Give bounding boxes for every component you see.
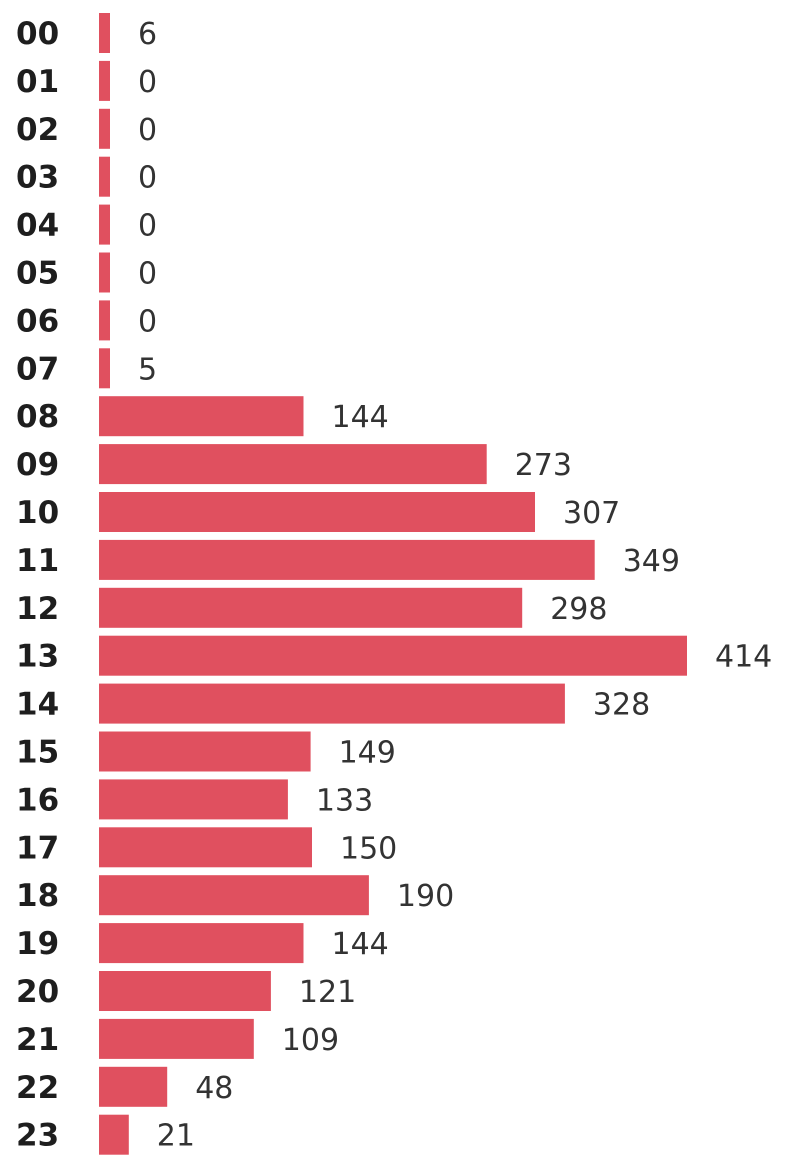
bar-16 xyxy=(99,779,288,820)
category-label-15: 15 xyxy=(16,735,59,771)
bar-03 xyxy=(99,156,110,197)
value-label-02: 0 xyxy=(138,113,157,148)
category-label-22: 22 xyxy=(16,1070,59,1106)
bar-06 xyxy=(99,300,110,341)
bar-05 xyxy=(99,252,110,293)
bar-07 xyxy=(99,348,110,389)
value-label-19: 144 xyxy=(332,927,389,962)
value-label-14: 328 xyxy=(593,688,650,723)
value-label-05: 0 xyxy=(138,257,157,292)
category-label-14: 14 xyxy=(16,687,59,723)
value-label-22: 48 xyxy=(195,1071,233,1106)
category-label-13: 13 xyxy=(16,639,59,675)
category-label-16: 16 xyxy=(16,782,59,818)
category-label-10: 10 xyxy=(16,495,59,531)
category-label-00: 00 xyxy=(16,16,59,52)
bar-19 xyxy=(99,923,304,964)
bar-00 xyxy=(99,13,110,53)
category-label-17: 17 xyxy=(16,830,59,866)
value-label-13: 414 xyxy=(715,640,772,675)
bar-09 xyxy=(99,444,487,485)
value-label-00: 6 xyxy=(138,17,157,52)
value-label-16: 133 xyxy=(316,783,373,818)
bar-17 xyxy=(99,827,312,868)
bar-13 xyxy=(99,635,687,676)
category-label-18: 18 xyxy=(16,878,59,914)
value-label-04: 0 xyxy=(138,209,157,244)
value-label-06: 0 xyxy=(138,304,157,339)
bar-18 xyxy=(99,875,369,916)
value-label-21: 109 xyxy=(282,1023,339,1058)
bar-22 xyxy=(99,1066,168,1107)
value-label-10: 307 xyxy=(563,496,620,531)
category-label-04: 04 xyxy=(16,208,59,244)
value-label-01: 0 xyxy=(138,65,157,100)
bar-10 xyxy=(99,492,535,532)
bar-04 xyxy=(99,204,110,245)
value-label-17: 150 xyxy=(340,831,397,866)
bar-08 xyxy=(99,396,304,437)
bar-20 xyxy=(99,971,271,1011)
category-label-12: 12 xyxy=(16,591,59,627)
bar-12 xyxy=(99,587,523,628)
bar-01 xyxy=(99,60,110,101)
category-label-23: 23 xyxy=(16,1118,59,1154)
bar-02 xyxy=(99,108,110,149)
value-label-03: 0 xyxy=(138,161,157,196)
bar-21 xyxy=(99,1018,254,1059)
bar-14 xyxy=(99,683,565,724)
category-label-07: 07 xyxy=(16,351,59,387)
value-label-12: 298 xyxy=(550,592,607,627)
category-label-09: 09 xyxy=(16,447,59,483)
category-label-20: 20 xyxy=(16,974,59,1010)
value-label-09: 273 xyxy=(515,448,572,483)
category-label-02: 02 xyxy=(16,112,59,148)
bar-15 xyxy=(99,731,311,772)
category-label-21: 21 xyxy=(16,1022,59,1058)
category-label-03: 03 xyxy=(16,160,59,196)
value-label-08: 144 xyxy=(332,400,389,435)
category-label-08: 08 xyxy=(16,399,59,435)
value-label-07: 5 xyxy=(138,352,157,387)
category-label-06: 06 xyxy=(16,303,59,339)
value-label-18: 190 xyxy=(397,879,454,914)
category-label-11: 11 xyxy=(16,543,59,579)
category-label-19: 19 xyxy=(16,926,59,962)
value-label-15: 149 xyxy=(339,736,396,771)
value-label-23: 21 xyxy=(157,1119,195,1154)
bar-11 xyxy=(99,539,595,580)
bar-23 xyxy=(99,1114,129,1155)
category-label-05: 05 xyxy=(16,256,59,292)
value-label-20: 121 xyxy=(299,975,356,1010)
value-label-11: 349 xyxy=(623,544,680,579)
category-label-01: 01 xyxy=(16,64,59,100)
